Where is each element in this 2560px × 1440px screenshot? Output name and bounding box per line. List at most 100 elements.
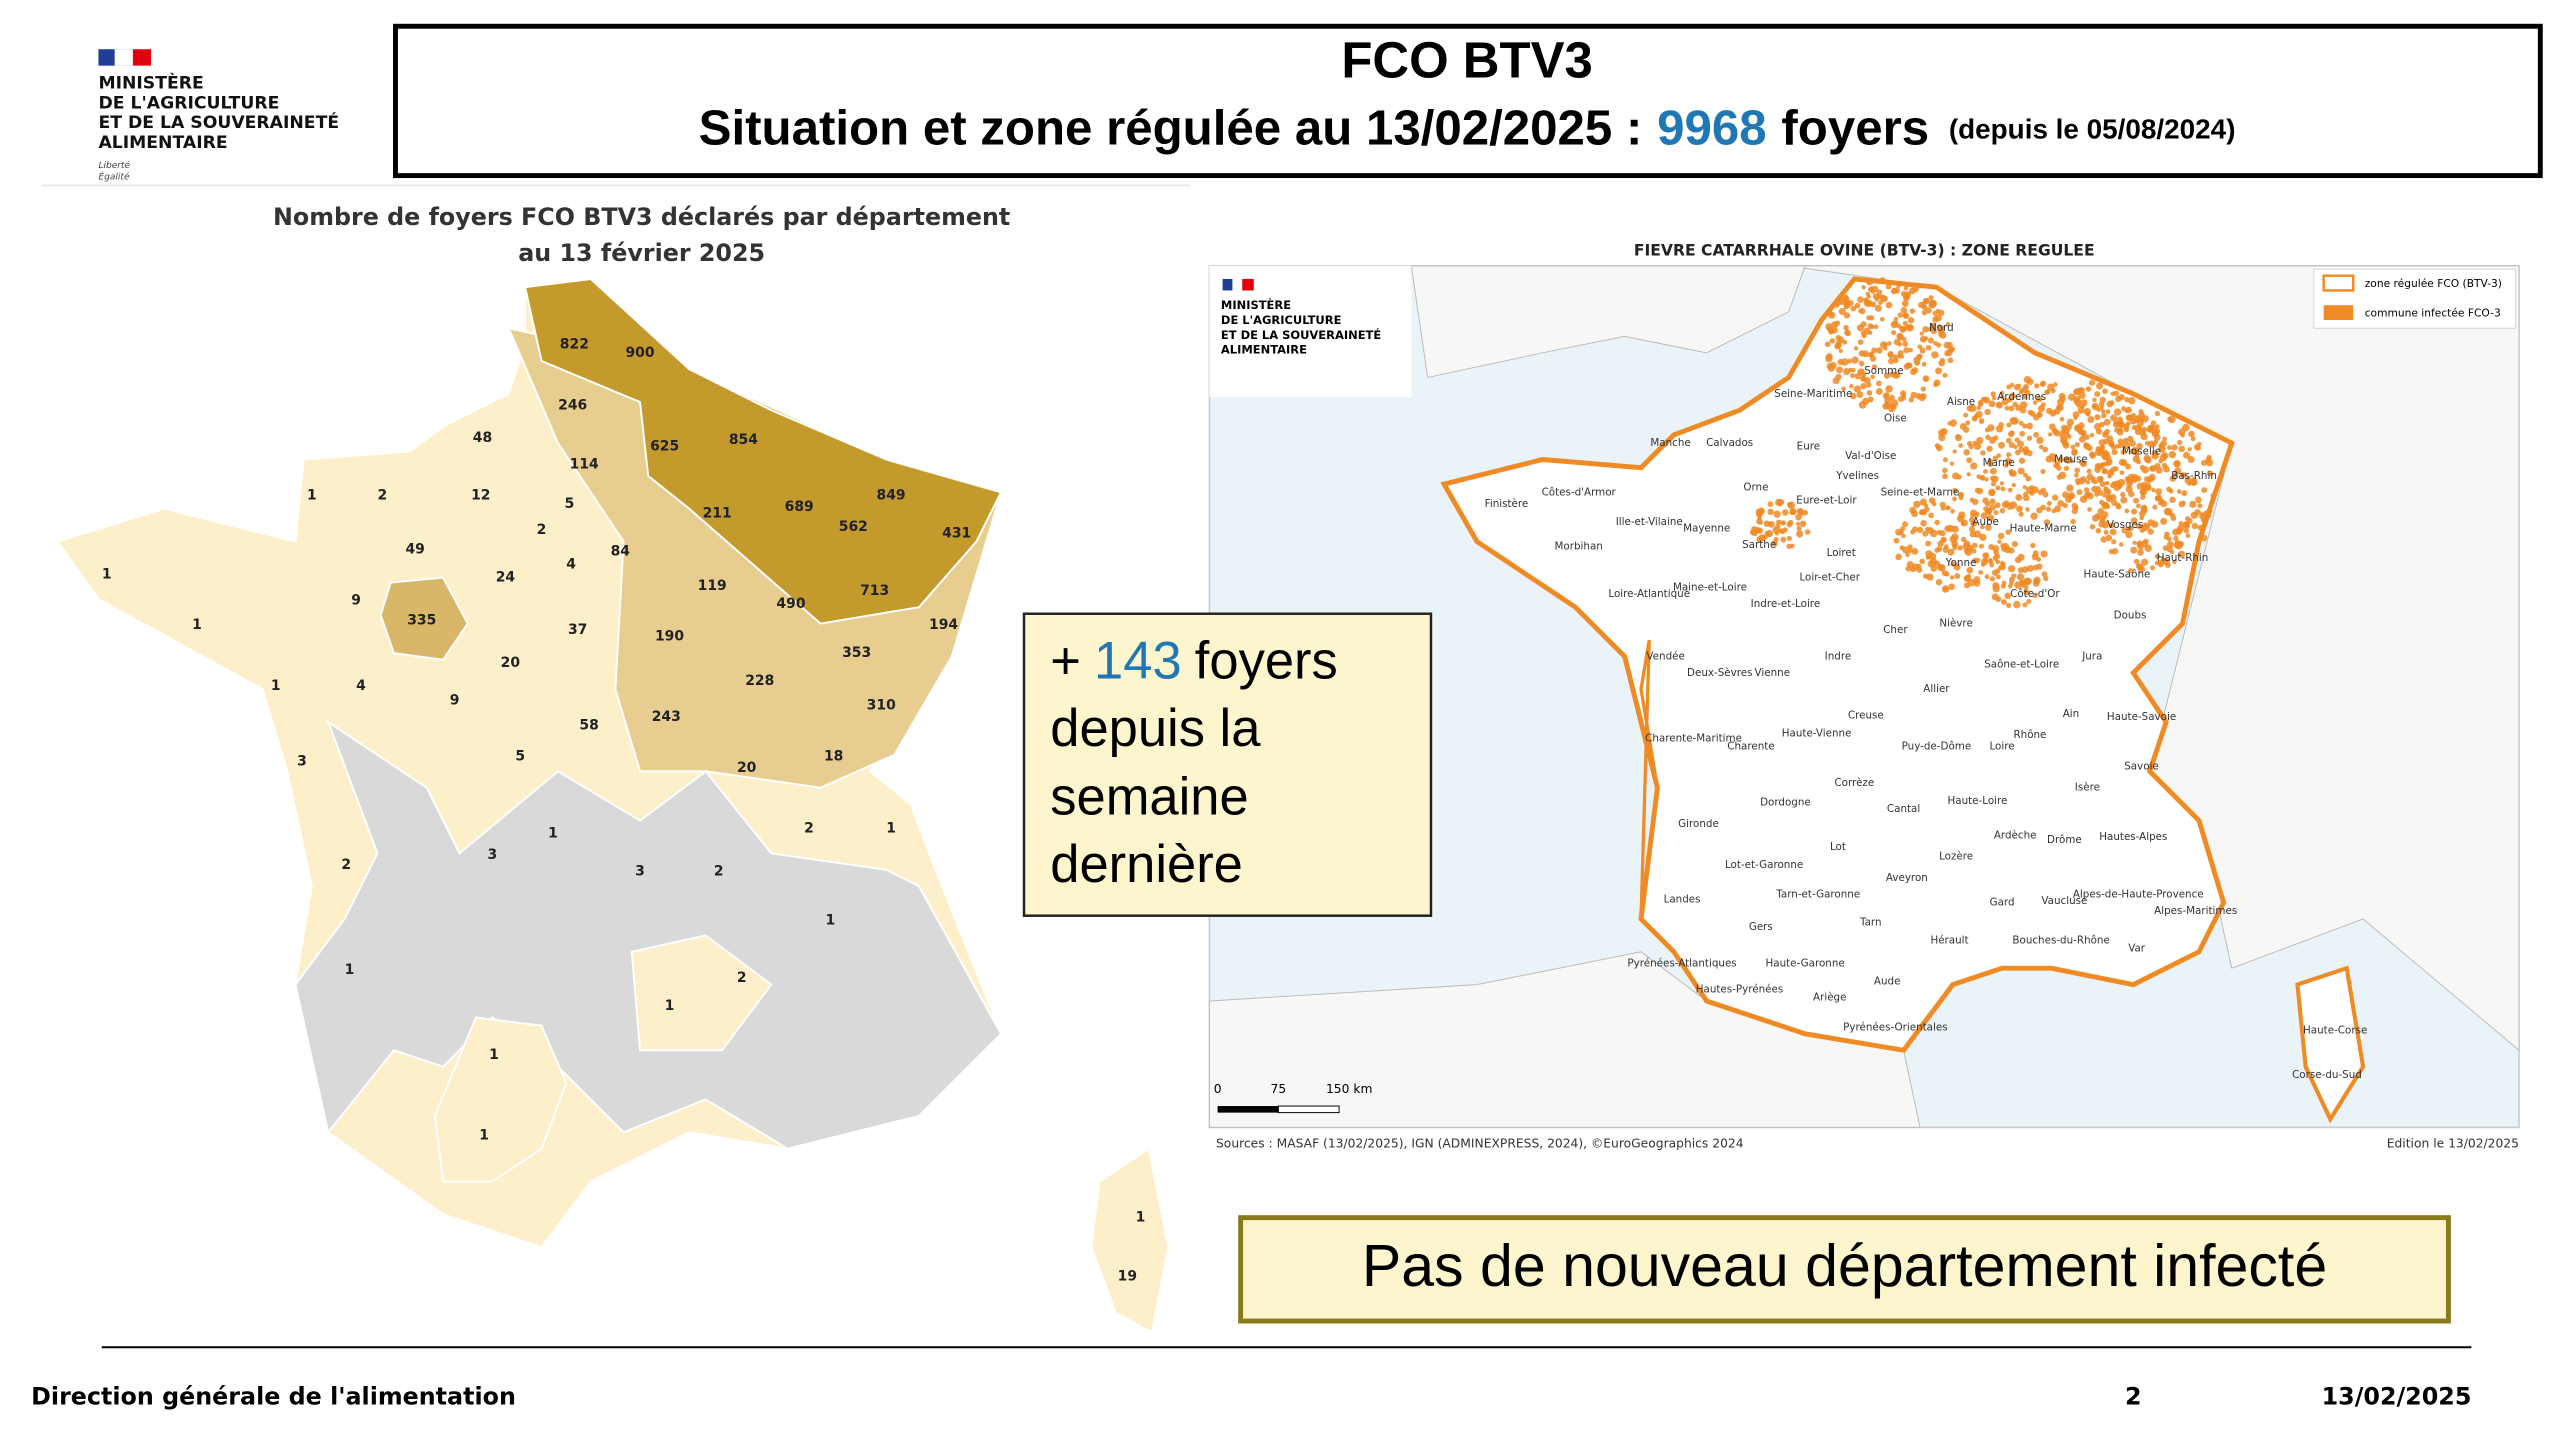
commune-dot bbox=[1859, 368, 1865, 375]
commune-dot bbox=[2076, 403, 2081, 408]
department-name: Val-d'Oise bbox=[1845, 450, 1896, 462]
commune-dot bbox=[2000, 583, 2006, 589]
commune-dot bbox=[1860, 383, 1867, 390]
commune-dot bbox=[2151, 452, 2159, 460]
commune-dot bbox=[2183, 451, 2191, 459]
commune-dot bbox=[1976, 487, 1984, 495]
commune-dot bbox=[1993, 510, 1999, 516]
commune-dot bbox=[1853, 346, 1859, 351]
commune-dot bbox=[2125, 463, 2132, 470]
department-count: 9 bbox=[450, 693, 460, 709]
commune-dot bbox=[2161, 462, 2168, 469]
commune-dot bbox=[1918, 353, 1923, 359]
commune-dot bbox=[1876, 289, 1883, 296]
commune-dot bbox=[2150, 420, 2157, 426]
commune-dot bbox=[2183, 528, 2190, 534]
footer-left: Direction générale de l'alimentation bbox=[31, 1383, 516, 1411]
department-count: 854 bbox=[729, 432, 758, 448]
commune-dot bbox=[1984, 500, 1991, 507]
right-logo-line: ET DE LA SOUVERAINETÉ bbox=[1221, 326, 1381, 341]
callout-box bbox=[1022, 612, 1433, 917]
commune-dot bbox=[2047, 432, 2053, 437]
commune-dot bbox=[2173, 541, 2180, 549]
commune-dot bbox=[1902, 312, 1910, 319]
commune-dot bbox=[2119, 470, 2125, 476]
department-name: Hautes-Pyrénées bbox=[1696, 984, 1784, 996]
commune-dot bbox=[2085, 411, 2091, 417]
commune-dot bbox=[2004, 405, 2010, 411]
department-count: 1 bbox=[271, 678, 281, 694]
commune-dot bbox=[1987, 462, 1993, 468]
commune-dot bbox=[1876, 380, 1882, 387]
department-name: Charente-Maritime bbox=[1645, 732, 1742, 744]
commune-dot bbox=[2125, 530, 2133, 539]
commune-dot bbox=[1924, 506, 1930, 513]
commune-dot bbox=[1984, 427, 1990, 433]
commune-dot bbox=[2154, 495, 2161, 502]
commune-dot bbox=[2191, 522, 2198, 530]
department-name: Charente bbox=[1727, 741, 1774, 753]
department-count: 48 bbox=[473, 430, 492, 446]
department-count: 19 bbox=[1118, 1269, 1137, 1285]
department-name: Eure bbox=[1797, 440, 1820, 452]
commune-dot bbox=[2120, 491, 2126, 498]
commune-dot bbox=[1758, 534, 1766, 542]
commune-dot bbox=[1778, 528, 1784, 534]
department-count: 211 bbox=[703, 506, 732, 522]
department-count: 431 bbox=[942, 525, 971, 541]
department-name: Haute-Corse bbox=[2303, 1025, 2367, 1037]
commune-dot bbox=[2034, 383, 2040, 389]
commune-dot bbox=[2132, 455, 2140, 463]
commune-dot bbox=[1970, 462, 1978, 470]
department-count: 900 bbox=[625, 345, 654, 361]
commune-dot bbox=[2071, 507, 2078, 515]
commune-dot bbox=[2170, 549, 2175, 555]
department-count: 5 bbox=[515, 749, 525, 765]
commune-dot bbox=[2018, 457, 2026, 464]
commune-dot bbox=[1928, 295, 1934, 301]
commune-dot bbox=[1942, 473, 1948, 480]
department-name: Seine-Maritime bbox=[1774, 388, 1852, 400]
corsica bbox=[1090, 1147, 1170, 1335]
department-name: Maine-et-Loire bbox=[1673, 581, 1747, 593]
commune-dot bbox=[1854, 372, 1861, 380]
commune-dot bbox=[1984, 574, 1990, 580]
commune-dot bbox=[2160, 440, 2168, 448]
commune-dot bbox=[1907, 362, 1913, 369]
commune-dot bbox=[2011, 417, 2019, 425]
subtitle-unit: foyers bbox=[1781, 100, 1929, 155]
commune-dot bbox=[1843, 367, 1851, 376]
commune-dot bbox=[1780, 536, 1787, 543]
commune-dot bbox=[1970, 522, 1976, 527]
commune-dot bbox=[2059, 416, 2065, 422]
commune-dot bbox=[2067, 393, 2076, 401]
department-count: 849 bbox=[877, 488, 906, 504]
commune-dot bbox=[1825, 354, 1833, 363]
department-count: 20 bbox=[501, 655, 521, 671]
commune-dot bbox=[1862, 397, 1870, 406]
commune-dot bbox=[2017, 440, 2025, 448]
commune-dot bbox=[2022, 394, 2028, 400]
commune-dot bbox=[2053, 505, 2061, 513]
commune-dot bbox=[2038, 444, 2044, 450]
commune-dot bbox=[2183, 521, 2190, 528]
department-count: 114 bbox=[570, 456, 599, 472]
commune-dot bbox=[2157, 560, 2163, 566]
commune-dot bbox=[1997, 532, 2005, 540]
commune-dot bbox=[1922, 530, 1929, 537]
commune-dot bbox=[1900, 395, 1907, 401]
commune-dot bbox=[1950, 508, 1955, 514]
commune-dot bbox=[2091, 476, 2096, 482]
commune-dot bbox=[2169, 496, 2176, 504]
commune-dot bbox=[2105, 534, 2113, 542]
commune-dot bbox=[2110, 414, 2118, 422]
commune-dot bbox=[1954, 573, 1961, 579]
commune-dot bbox=[1890, 399, 1899, 407]
commune-dot bbox=[2011, 541, 2018, 548]
commune-dot bbox=[2066, 484, 2074, 492]
commune-dot bbox=[1992, 455, 1999, 461]
commune-dot bbox=[2032, 400, 2038, 405]
scale-label: 0 bbox=[1214, 1082, 1222, 1096]
callout-unit: foyers bbox=[1195, 631, 1338, 690]
